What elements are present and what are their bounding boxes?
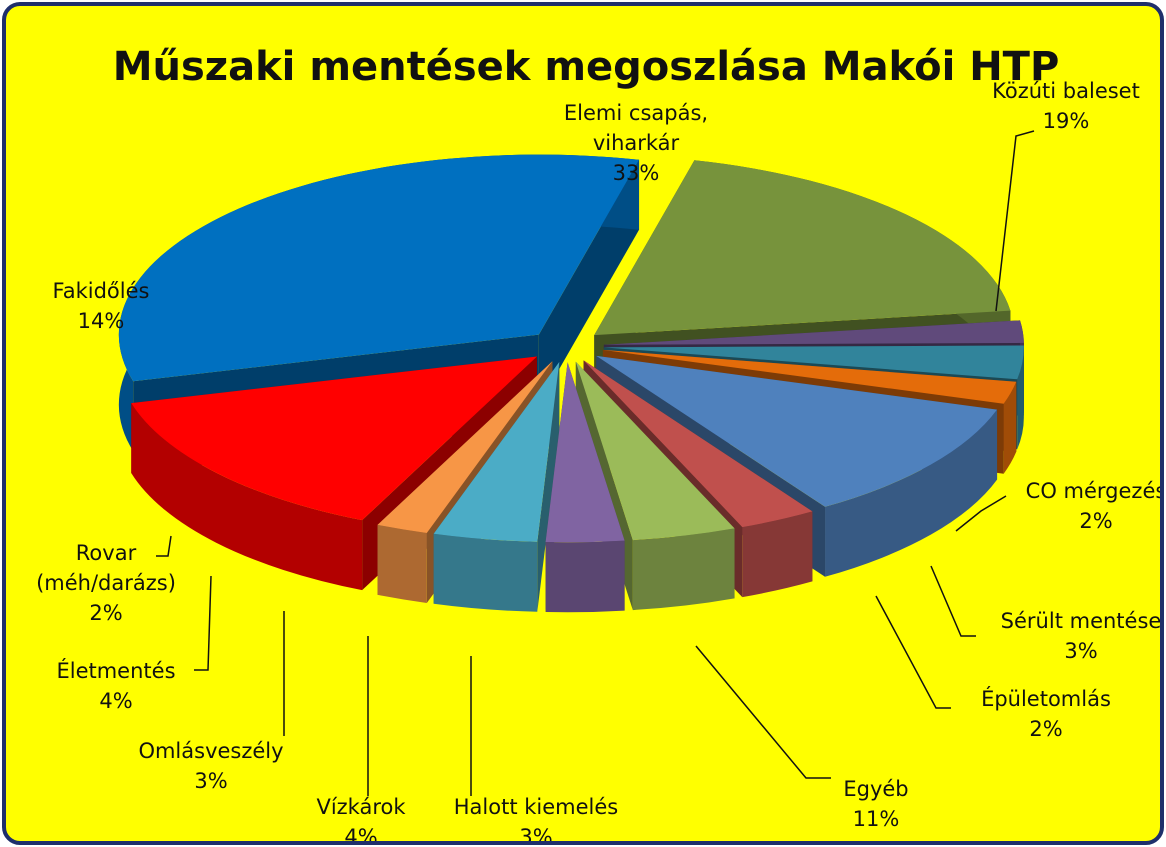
leader-line	[955, 495, 1007, 532]
label-value: 4%	[344, 825, 378, 845]
label-value: 2%	[89, 601, 123, 625]
pie-area	[118, 130, 1035, 796]
label-value: 33%	[612, 161, 660, 185]
data-label: Egyéb 11%	[816, 774, 936, 834]
label-name: Omlásveszély	[138, 739, 284, 763]
label-name: Rovar (méh/darázs)	[36, 541, 176, 595]
data-label: Rovar (méh/darázs) 2%	[11, 538, 201, 628]
label-value: 3%	[1064, 639, 1098, 663]
label-value: 3%	[194, 769, 228, 793]
chart-title: Műszaki mentések megoszlása Makói HTP	[112, 44, 1060, 90]
slice-wall	[377, 524, 427, 603]
label-value: 14%	[77, 309, 125, 333]
label-value: 2%	[1079, 509, 1113, 533]
label-name: Egyéb	[843, 777, 909, 801]
data-label: Halott kiemelés 3%	[426, 792, 646, 845]
label-name: Sérült mentése	[1000, 609, 1162, 633]
slice-top	[594, 160, 1011, 336]
slice-top	[596, 355, 998, 507]
slice-wall	[1003, 381, 1017, 474]
label-name: Életmentés	[56, 659, 176, 683]
slice-wall	[433, 533, 538, 612]
slice-wall	[825, 409, 998, 577]
label-name: Elemi csapás, viharkár	[563, 101, 709, 155]
label-name: Közúti baleset	[992, 79, 1140, 103]
slice-wall	[545, 540, 625, 613]
data-label: Omlásveszély 3%	[116, 736, 306, 796]
slice	[433, 362, 560, 612]
data-label: Életmentés 4%	[31, 656, 201, 716]
slice-top	[602, 349, 1017, 404]
label-name: Halott kiemelés	[453, 795, 619, 819]
label-name: Épületomlás	[981, 687, 1111, 711]
slice-top	[433, 362, 560, 542]
data-label: Közúti baleset 19%	[971, 76, 1160, 136]
leader-line	[875, 595, 951, 709]
data-label: Elemi csapás, viharkár 33%	[536, 98, 736, 188]
slice-top	[131, 356, 537, 521]
slice-top	[118, 154, 640, 382]
slice	[545, 362, 625, 613]
slice-top	[583, 360, 813, 528]
slice-wall	[1017, 345, 1024, 450]
data-label: Épületomlás 2%	[956, 684, 1136, 744]
leader-line	[156, 535, 172, 557]
label-value: 4%	[99, 689, 133, 713]
label-value: 3%	[519, 825, 553, 845]
data-label: Fakidőlés 14%	[21, 276, 181, 336]
slice-wall	[742, 511, 813, 598]
label-value: 19%	[1042, 109, 1090, 133]
leader-line	[695, 645, 831, 779]
slice-wall	[131, 403, 363, 591]
label-name: Fakidőlés	[52, 279, 150, 303]
slice-wall	[632, 528, 735, 611]
slice-top	[603, 320, 1024, 345]
data-label: Vízkárok 4%	[296, 792, 426, 845]
slice-top	[545, 362, 625, 543]
leader-line	[194, 575, 212, 671]
label-name: Vízkárok	[316, 795, 406, 819]
slice-top	[603, 345, 1024, 380]
label-value: 2%	[1029, 717, 1063, 741]
slice-top	[377, 361, 553, 533]
label-value: 11%	[852, 807, 900, 831]
slice-top	[575, 361, 735, 541]
data-label: CO mérgezés 2%	[1006, 476, 1164, 536]
data-label: Sérült mentése 3%	[976, 606, 1162, 666]
leader-line	[930, 565, 976, 637]
leader-line	[995, 130, 1035, 312]
label-name: CO mérgezés	[1025, 479, 1164, 503]
